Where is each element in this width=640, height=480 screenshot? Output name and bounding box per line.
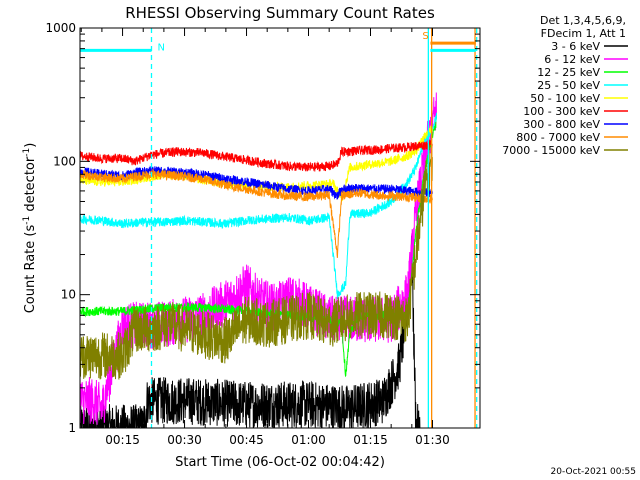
series-line-2 — [80, 92, 437, 425]
legend-header-1: Det 1,3,4,5,6,9, — [540, 14, 626, 27]
legend-label-9: 7000 - 15000 keV — [502, 144, 600, 157]
y-axis-label: Count Rate (s-1 detector-1) — [22, 143, 38, 314]
plot-area: N S 00:15 00:30 00:45 01:00 01:15 01:30 1 10 100 10… — [45, 21, 481, 447]
y-tick-label-2: 10 — [61, 288, 76, 302]
x-tick-label-6: 01:30 — [415, 433, 450, 447]
legend-label-2: 6 - 12 keV — [544, 53, 600, 66]
x-tick-label-1: 00:15 — [105, 433, 140, 447]
legend-label-8: 800 - 7000 keV — [516, 131, 600, 144]
series-line-1 — [80, 235, 421, 428]
series-line-7 — [80, 165, 433, 200]
y-tick-label-1: 1 — [68, 421, 76, 435]
series-line-4 — [80, 112, 437, 299]
legend-label-4: 25 - 50 keV — [537, 79, 600, 92]
x-tick-label-3: 00:45 — [229, 433, 264, 447]
y-tick-label-4: 1000 — [45, 21, 76, 35]
series-group — [80, 92, 437, 428]
legend-label-7: 300 - 800 keV — [523, 118, 600, 131]
x-tick-label-4: 01:00 — [291, 433, 326, 447]
legend-label-1: 3 - 6 keV — [551, 40, 600, 53]
chart-title: RHESSI Observing Summary Count Rates — [125, 4, 435, 22]
flag-label-s: S — [422, 31, 428, 42]
x-tick-label-2: 00:30 — [167, 433, 202, 447]
x-tick-label-5: 01:15 — [353, 433, 388, 447]
plot-frame — [79, 27, 481, 429]
y-tick-label-3: 100 — [53, 154, 76, 168]
series-line-8 — [80, 168, 433, 258]
legend-label-5: 50 - 100 keV — [530, 92, 600, 105]
legend: Det 1,3,4,5,6,9,FDecim 1, Att 13 - 6 keV… — [502, 14, 628, 157]
footer-timestamp: 20-Oct-2021 00:55 — [551, 467, 636, 477]
legend-header-2: FDecim 1, Att 1 — [541, 27, 626, 40]
legend-label-6: 100 - 300 keV — [523, 105, 600, 118]
series-line-9 — [80, 141, 433, 380]
series-line-6 — [80, 139, 433, 172]
legend-label-3: 12 - 25 keV — [537, 66, 600, 79]
x-axis-label: Start Time (06-Oct-02 00:04:42) — [175, 455, 385, 470]
flag-label-n: N — [157, 42, 164, 53]
